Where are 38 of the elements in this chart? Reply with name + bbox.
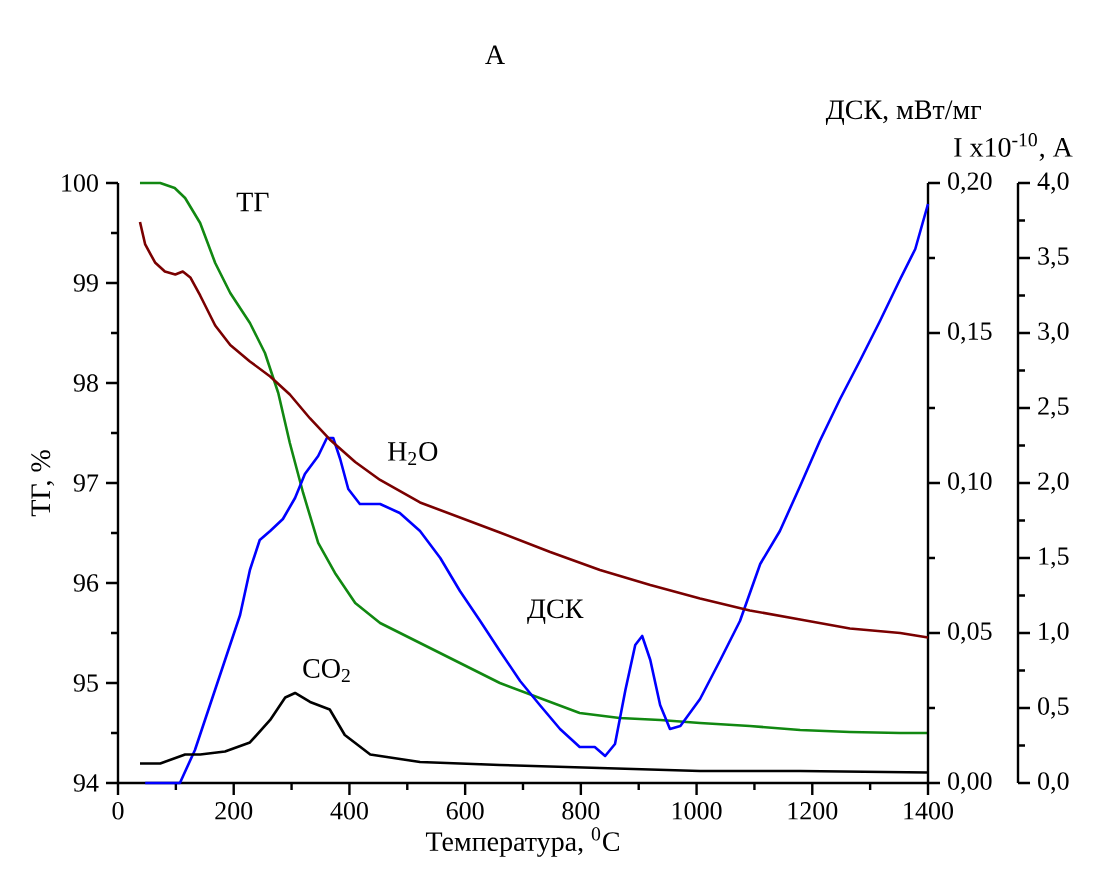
chart-title: А [485, 45, 505, 64]
y3-tick-label: 2,5 [1038, 397, 1069, 419]
y-tick-label: 95 [73, 674, 98, 692]
y-tick-label: 98 [73, 374, 98, 392]
x-axis-title: Температура, $^{0}$C [425, 827, 619, 857]
y3-tick-label: 3,5 [1038, 247, 1069, 269]
y2-tick-label: 0,20 [948, 172, 992, 194]
x-tick-label: 600 [446, 802, 484, 820]
y3-tick-label: 1,5 [1039, 547, 1069, 569]
y3-tick-label: 0,0 [1038, 772, 1069, 794]
y2-tick-label: 0,10 [948, 472, 992, 494]
y3-tick-label: 1,0 [1039, 622, 1069, 644]
x-tick-label: 0 [112, 802, 124, 820]
y2-tick-label: 0,15 [948, 322, 992, 344]
series-label: H$_{2}$O [387, 442, 438, 465]
y3-axis-title: I x10$^{-10}$, A [954, 133, 1073, 161]
x-tick-label: 1400 [904, 802, 954, 820]
y2-tick-label: 0,00 [948, 772, 992, 794]
x-tick-label: 800 [562, 802, 600, 820]
y-tick-label: 94 [73, 774, 99, 792]
x-tick-label: 400 [330, 802, 368, 820]
y3-tick-label: 2,0 [1038, 472, 1069, 494]
y-axis-title: ТГ, % [31, 450, 55, 517]
y-tick-label: 99 [73, 274, 98, 292]
x-tick-label: 1200 [788, 802, 838, 820]
x-tick-label: 200 [215, 802, 253, 820]
y3-tick-label: 3,0 [1038, 322, 1069, 344]
y2-tick-label: 0,05 [948, 622, 992, 644]
x-tick-label: 1000 [672, 802, 722, 820]
series-label: ДСК [527, 599, 584, 624]
y-tick-label: 100 [62, 174, 98, 192]
y-tick-label: 97 [73, 474, 99, 492]
y3-tick-label: 0,5 [1038, 697, 1069, 719]
y2-axis-title: ДСК, мВт/мг [825, 100, 981, 125]
y-tick-label: 96 [73, 574, 99, 592]
y3-tick-label: 4,0 [1037, 172, 1069, 194]
series-label: CO$_{2}$ [303, 659, 350, 682]
series-label: ТГ [236, 192, 269, 212]
